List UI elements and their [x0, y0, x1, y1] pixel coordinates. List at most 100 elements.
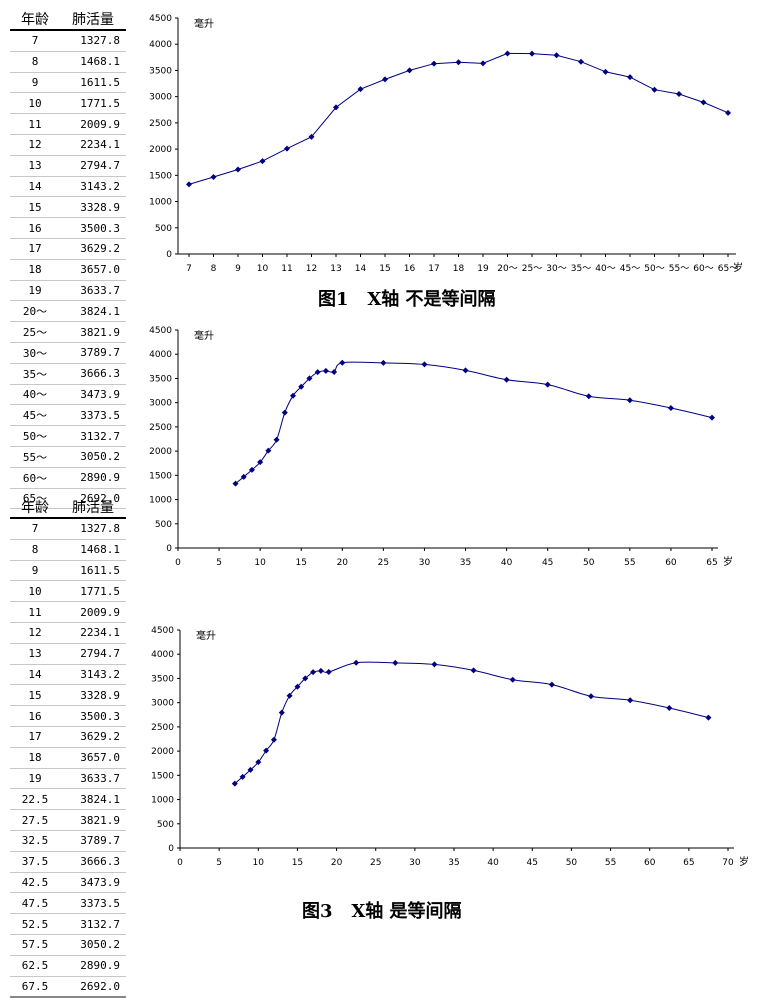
data-point [627, 697, 634, 704]
capacity-cell: 3821.9 [80, 813, 120, 827]
x-tick-label: 20 [337, 558, 349, 568]
age-cell: 19 [28, 771, 42, 785]
table-row: 10 1771.5 [10, 93, 126, 115]
data-point [310, 669, 317, 676]
age-cell: 12 [28, 138, 42, 152]
table-row: 30～ 3789.7 [10, 343, 126, 364]
x-tick-label: 35 [448, 858, 459, 868]
table-row: 67.5 2692.0 [10, 977, 126, 998]
data-point [247, 766, 254, 773]
age-cell: 20～ [22, 305, 48, 319]
capacity-cell: 3657.0 [80, 263, 120, 277]
y-tick-label: 2500 [149, 119, 172, 129]
table-row: 11 2009.9 [10, 114, 126, 135]
x-tick-label: 15 [296, 558, 307, 568]
x-axis-unit: 岁 [723, 555, 733, 568]
x-tick-label: 30 [419, 558, 431, 568]
capacity-cell: 3789.7 [80, 346, 120, 360]
data-point [186, 181, 192, 188]
x-tick-label: 20 [331, 858, 343, 868]
data-point [306, 375, 313, 382]
capacity-cell: 3500.3 [80, 221, 120, 235]
capacity-cell: 3633.7 [80, 283, 120, 297]
x-tick-label: 55～ [669, 264, 689, 274]
x-axis-unit: 岁 [733, 261, 743, 274]
x-tick-label: 5 [216, 558, 222, 568]
capacity-cell: 2009.9 [80, 117, 120, 131]
data-point [317, 667, 324, 674]
x-tick-label: 40～ [595, 264, 615, 274]
age-cell: 10 [28, 584, 42, 598]
series-line [188, 52, 729, 185]
data-point [240, 473, 247, 480]
table-row: 18 3657.0 [10, 748, 126, 769]
capacity-cell: 2234.1 [80, 138, 120, 152]
table-row: 60～ 2890.9 [10, 468, 126, 489]
x-tick-label: 0 [177, 858, 183, 868]
table-row: 50～ 3132.7 [10, 426, 126, 447]
table-row: 14 3143.2 [10, 177, 126, 198]
x-tick-label: 25 [370, 858, 381, 868]
y-tick-label: 1000 [151, 796, 174, 806]
data-point [257, 459, 264, 466]
series-line [235, 361, 713, 485]
data-point [339, 359, 346, 366]
capacity-cell: 3666.3 [80, 367, 120, 381]
age-cell: 14 [28, 667, 42, 681]
y-axis-unit: 毫升 [196, 629, 216, 642]
age-cell: 7 [31, 522, 39, 536]
y-axis-unit: 毫升 [194, 329, 214, 342]
x-tick-label: 60 [644, 858, 656, 868]
table-row: 57.5 3050.2 [10, 935, 126, 956]
header-age: 年龄 [21, 12, 49, 28]
x-tick-label: 15 [379, 264, 390, 274]
y-tick-label: 4000 [151, 650, 174, 660]
y-tick-label: 1000 [149, 198, 172, 208]
x-tick-label: 55 [624, 558, 635, 568]
y-tick-label: 2000 [149, 145, 172, 155]
y-tick-label: 2500 [151, 723, 174, 733]
x-tick-label: 8 [211, 264, 217, 274]
x-tick-label: 70 [722, 858, 734, 868]
x-tick-label: 10 [253, 858, 265, 868]
age-cell: 57.5 [21, 938, 49, 952]
table-row: 35～ 3666.3 [10, 364, 126, 385]
data-point [455, 59, 462, 66]
capacity-cell: 3143.2 [80, 179, 120, 193]
table-row: 40～ 3473.9 [10, 385, 126, 406]
data-point [709, 414, 715, 421]
table-row: 19 3633.7 [10, 769, 126, 790]
data-point [666, 704, 673, 711]
capacity-cell: 2009.9 [80, 605, 120, 619]
y-tick-label: 2500 [149, 423, 172, 433]
y-tick-label: 0 [168, 844, 174, 854]
capacity-cell: 3789.7 [80, 834, 120, 848]
age-cell: 14 [28, 179, 42, 193]
table-row: 19 3633.7 [10, 281, 126, 302]
data-point [421, 361, 428, 368]
age-cell: 40～ [22, 388, 48, 402]
data-point [380, 359, 387, 366]
data-point [529, 50, 535, 57]
age-cell: 22.5 [21, 792, 49, 806]
data-point [462, 367, 469, 374]
table-row: 17 3629.2 [10, 239, 126, 260]
data-point [331, 368, 338, 375]
data-point [700, 99, 707, 106]
data-point [248, 466, 255, 473]
y-axis-unit: 毫升 [194, 17, 214, 30]
data-point [382, 76, 388, 83]
y-tick-label: 3500 [151, 674, 174, 684]
data-point [553, 52, 560, 59]
x-tick-label: 35 [460, 558, 471, 568]
data-point [503, 376, 510, 383]
age-cell: 55～ [22, 450, 48, 464]
data-point [431, 60, 437, 67]
age-cell: 32.5 [21, 834, 49, 848]
x-tick-label: 55 [605, 858, 616, 868]
table-row: 18 3657.0 [10, 260, 126, 281]
y-tick-label: 4000 [149, 350, 172, 360]
age-cell: 42.5 [21, 875, 49, 889]
capacity-cell: 1468.1 [80, 543, 120, 557]
x-tick-label: 19 [477, 264, 489, 274]
